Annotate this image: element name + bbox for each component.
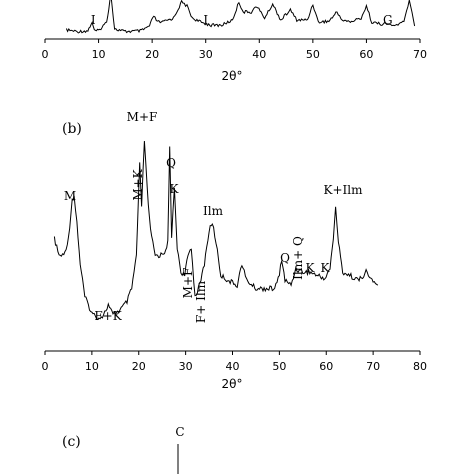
peak-label: Ilm+ Q xyxy=(291,236,305,280)
x-tick-label: 60 xyxy=(359,48,373,61)
series-line xyxy=(53,140,379,321)
x-tick-label: 0 xyxy=(42,48,49,61)
x-tick-label: 40 xyxy=(226,360,240,373)
peak-label: M+F xyxy=(127,110,158,124)
peak-label: F+ Ilm xyxy=(194,280,208,323)
x-tick-label: 70 xyxy=(413,48,427,61)
peak-label: K xyxy=(321,261,331,275)
x-tick-label: 30 xyxy=(179,360,193,373)
panel-label-c: (c) xyxy=(62,434,81,450)
x-tick-label: 50 xyxy=(272,360,286,373)
x-tick-label: 20 xyxy=(132,360,146,373)
x-tick-label: 60 xyxy=(319,360,333,373)
peak-label: F+K xyxy=(94,309,122,323)
x-tick-label: 80 xyxy=(413,360,427,373)
peak-label: Q xyxy=(280,251,290,265)
peak-label: K xyxy=(170,182,180,196)
x-tick-label: 0 xyxy=(42,360,49,373)
x-tick-label: 40 xyxy=(252,48,266,61)
peak-label: M+K xyxy=(131,168,145,200)
x-tick-label: 10 xyxy=(85,360,99,373)
chart-panel-c: (c) C xyxy=(62,425,185,474)
peak-label: M xyxy=(64,189,76,203)
peak-label: Q xyxy=(166,156,176,170)
peak-label: Ilm xyxy=(203,204,224,218)
series-line xyxy=(65,0,416,34)
peak-label: K xyxy=(306,261,316,275)
peak-label-c: C xyxy=(175,425,184,439)
peak-label: G xyxy=(383,13,393,27)
chart-panel-a: I I G 0 10 20 30 40 50 60 70 2θ° xyxy=(42,0,427,83)
x-axis-title-b: 2θ° xyxy=(222,377,243,391)
peak-label: K+Ilm xyxy=(324,183,364,197)
x-tick-label: 70 xyxy=(366,360,380,373)
x-tick-label: 10 xyxy=(92,48,106,61)
x-tick-label: 20 xyxy=(145,48,159,61)
peak-label: I xyxy=(203,13,208,27)
peak-label: M+F xyxy=(181,268,195,299)
x-tick-label: 50 xyxy=(306,48,320,61)
panel-label-b: (b) xyxy=(62,121,82,137)
x-axis-title-a: 2θ° xyxy=(222,69,243,83)
peak-label: I xyxy=(91,13,96,27)
x-tick-label: 30 xyxy=(199,48,213,61)
